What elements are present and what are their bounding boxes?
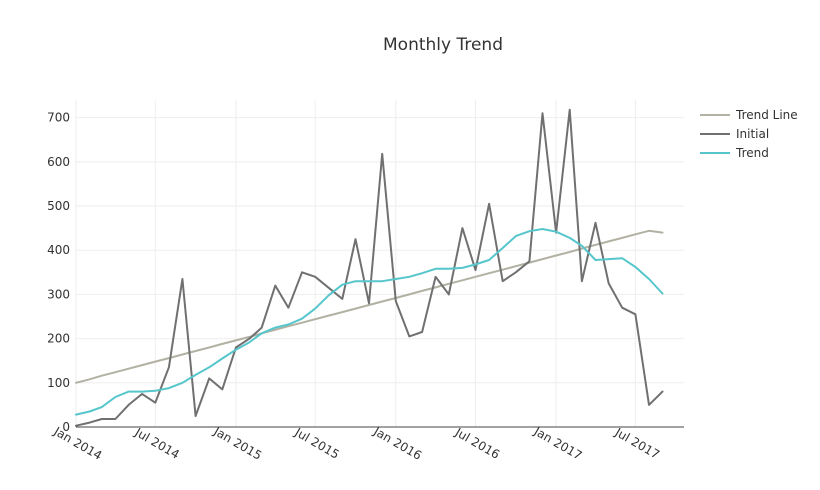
legend-label: Trend Line: [735, 108, 798, 122]
chart-title: Monthly Trend: [383, 35, 503, 55]
x-axis-ticks: Jan 2014 Jul 2014 Jan 2015 Jul 2015 Jan 2016…: [51, 424, 662, 463]
y-tick-label: 500: [47, 199, 70, 213]
x-tick-label: Jan 2017: [531, 424, 585, 463]
x-tick-label: Jul 2016: [452, 425, 502, 462]
y-tick-label: 300: [47, 287, 70, 301]
y-axis-ticks: 0 100 200 300 400 500 600 700: [47, 111, 70, 434]
series-line-trend-line: [75, 229, 664, 384]
x-tick-label: Jul 2017: [612, 425, 662, 462]
legend-label: Trend: [735, 146, 769, 160]
plot-area: [75, 108, 664, 427]
series-line-initial: [75, 108, 664, 427]
y-tick-label: 200: [47, 332, 70, 346]
y-tick-label: 700: [47, 111, 70, 125]
x-tick-label: Jul 2015: [292, 425, 342, 462]
legend-item-trend-line[interactable]: Trend Line: [700, 108, 798, 122]
y-tick-label: 100: [47, 376, 70, 390]
grid: [75, 100, 684, 428]
x-tick-label: Jan 2016: [371, 424, 425, 463]
series-line-trend: [75, 228, 664, 416]
y-tick-label: 400: [47, 243, 70, 257]
legend[interactable]: Trend Line Initial Trend: [700, 108, 798, 160]
legend-item-trend[interactable]: Trend: [700, 146, 769, 160]
legend-label: Initial: [736, 127, 769, 141]
x-tick-label: Jan 2014: [51, 424, 105, 463]
x-tick-label: Jan 2015: [211, 424, 265, 463]
x-tick-label: Jul 2014: [132, 425, 182, 462]
y-tick-label: 600: [47, 155, 70, 169]
legend-item-initial[interactable]: Initial: [700, 127, 769, 141]
y-tick-label: 0: [62, 420, 70, 434]
